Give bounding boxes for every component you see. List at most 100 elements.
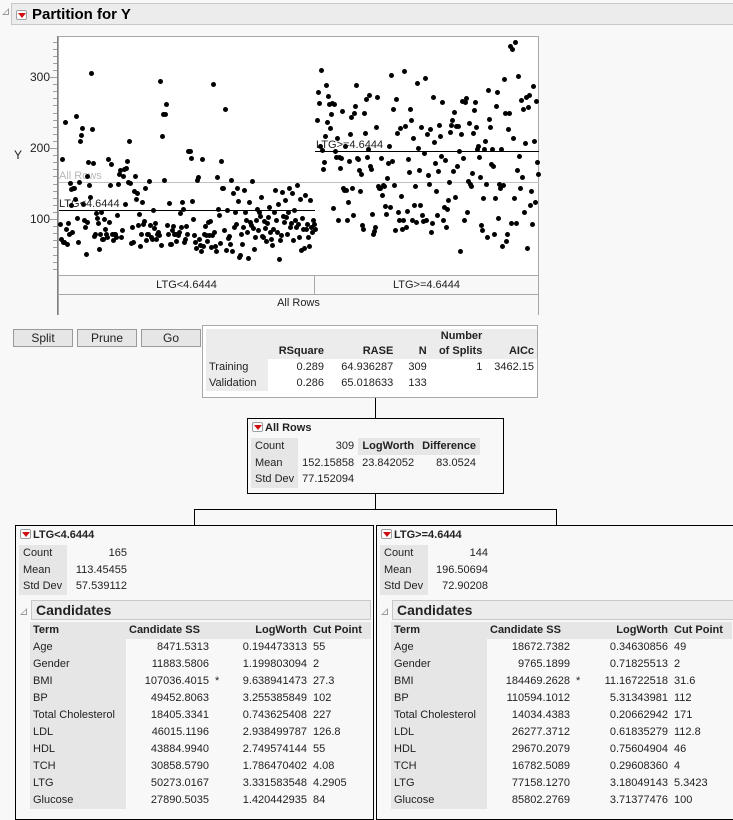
data-point [416,167,422,173]
data-point [177,211,183,217]
data-point [299,216,305,222]
data-point [147,223,153,229]
red-triangle-menu-icon[interactable] [381,529,392,539]
fit-header-rase: RASE [326,329,397,359]
data-point [317,144,323,150]
candidate-row: Glucose 27890.5035 1.420442935 84 [30,792,371,809]
data-point [248,223,254,229]
red-triangle-menu-icon[interactable] [20,529,31,539]
data-point [394,130,400,136]
data-point [200,243,206,249]
data-point [124,158,130,164]
data-point [314,118,320,124]
candidates-disclosure-icon[interactable] [381,608,388,615]
candidate-term: Glucose [30,792,126,809]
data-point [405,157,411,163]
data-point [534,159,540,165]
data-point [203,233,209,239]
candidate-star [573,639,587,656]
data-point [428,230,434,236]
candidates-disclosure-icon[interactable] [20,608,27,615]
candidate-term: Age [30,639,126,656]
candidate-row: LDL 46015.1196 2.938499787 126.8 [30,724,371,741]
data-point [472,99,478,105]
candidate-star [573,724,587,741]
data-point [528,189,534,195]
data-point [326,102,332,108]
data-point [443,224,449,230]
data-point [252,235,258,241]
data-point [155,230,161,236]
data-point [463,96,469,102]
left-node-box[interactable]: LTG<4.6444 Count 165 Mean 113.45455 Std De… [15,525,374,820]
outline-disclosure-icon[interactable] [2,8,9,15]
candidate-star [573,741,587,758]
data-point [156,233,162,239]
data-point [305,234,311,240]
candidate-term: Gender [391,656,487,673]
data-point [407,106,413,112]
candidate-cut: 2 [313,658,320,670]
scatter-plot-area[interactable]: All Rows LTG<4.6444 LTG>=4.6444 [57,36,541,276]
candidate-star [573,775,587,792]
y-tick-mark [53,169,57,171]
data-point [277,238,283,244]
data-point [511,196,517,202]
x-axis-right-split[interactable]: LTG>=4.6444 [314,275,539,295]
data-point [430,95,436,101]
candidate-ss: 16782.5089 [511,760,570,772]
data-point [212,244,218,250]
data-point [264,221,270,227]
prune-button[interactable]: Prune [77,329,137,347]
data-point [515,74,521,80]
data-point [68,203,74,209]
data-point [59,157,65,163]
data-point [408,118,414,124]
data-point [320,167,326,173]
data-point [276,256,282,262]
data-point [67,181,73,187]
data-point [438,153,444,159]
data-point [464,210,470,216]
data-point [351,111,357,116]
data-point [81,218,87,224]
data-point [96,246,102,252]
data-point [126,138,132,144]
left-node-title: LTG<4.6444 [20,529,94,541]
data-point [312,227,318,233]
data-point [93,211,99,217]
x-axis-left-split[interactable]: LTG<4.6444 [58,275,315,295]
data-point [347,132,353,138]
split-button[interactable]: Split [13,329,73,347]
candidate-logworth: 0.71825513 [609,658,668,670]
data-point [402,123,408,129]
data-point [87,194,93,200]
data-point [374,95,380,101]
data-point [106,220,112,226]
x-axis-root[interactable]: All Rows [58,294,539,315]
go-button[interactable]: Go [141,329,201,347]
data-point [255,228,261,234]
data-point [110,238,116,244]
data-point [292,217,298,223]
data-point [301,245,307,251]
data-point [123,166,129,172]
data-point [188,155,194,161]
data-point [202,223,208,229]
candidate-logworth: 0.34630856 [609,641,668,653]
data-point [458,132,464,138]
data-point [346,159,352,165]
data-point [476,155,482,161]
candidate-logworth: 3.71377476 [609,794,668,806]
root-node-box[interactable]: All Rows Count 309 LogWorth Difference M… [247,418,504,494]
candidate-star: * [576,675,581,687]
data-point [310,217,316,223]
data-point [138,231,144,237]
right-node-box[interactable]: LTG>=4.6444 Count 144 Mean 196.50694 Std D… [376,525,733,820]
red-triangle-menu-icon[interactable] [16,10,27,20]
candidate-row: Glucose 85802.2769 3.71377476 100 [391,792,732,809]
data-point [228,178,234,184]
red-triangle-menu-icon[interactable] [252,422,263,432]
data-point [413,220,419,226]
candidate-ss: 9765.1899 [518,658,570,670]
